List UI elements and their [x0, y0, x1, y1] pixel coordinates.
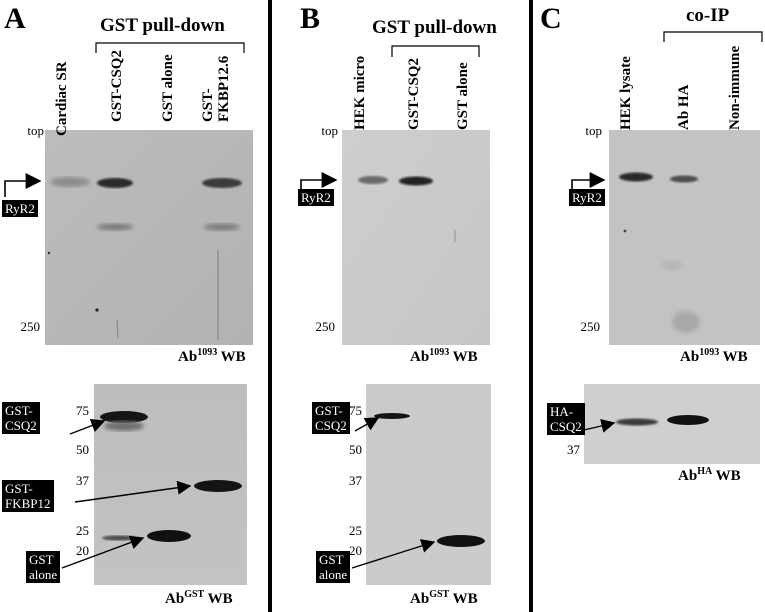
- panel-c-csq2-arrow: [583, 419, 616, 433]
- panel-a-fkbp12-arrow: [74, 480, 192, 503]
- panel-b-letter: B: [300, 2, 321, 35]
- panel-a-gst-csq2-tag: GST- CSQ2: [2, 402, 40, 434]
- panel-a-header: GST pull-down: [100, 15, 225, 36]
- panel-a-wb-bottom-suffix: WB: [204, 591, 233, 607]
- panel-a-lane-3: GST alone: [160, 54, 176, 122]
- panel-c-ha-csq2-tag-line-2: CSQ2: [550, 419, 582, 434]
- panel-a-marker-25: 25: [76, 523, 89, 538]
- panel-a-wb-bottom-sup: GST: [184, 589, 205, 600]
- panel-b-wb-bottom-sup: GST: [429, 589, 450, 600]
- panel-c-lane-3: Non-immune: [727, 45, 743, 130]
- panel-c-marker-top: top: [585, 123, 602, 138]
- panel-b-lane-1: HEK micro: [352, 55, 368, 130]
- panel-b-top-blot: [342, 130, 490, 345]
- panel-b-bracket: [391, 45, 480, 57]
- panel-c-wb-top-sup: 1093: [699, 347, 720, 358]
- panel-a-wb-top: Ab1093 WB: [178, 347, 246, 366]
- panel-b-wb-bottom: AbGST WB: [410, 589, 478, 608]
- panel-b-gst-alone-tag: GST alone: [316, 551, 351, 583]
- panel-b-marker-250: 250: [315, 319, 336, 334]
- panel-a-gst-fkbp12-tag-line-1: GST-: [5, 481, 33, 496]
- panel-c-top-blot: [609, 130, 760, 345]
- panel-b-wb-top: Ab1093 WB: [410, 347, 478, 366]
- panel-a-csq2-arrow: [69, 418, 106, 435]
- panel-a-marker-37: 37: [76, 473, 89, 488]
- panel-b-lane-3: GST alone: [455, 62, 471, 130]
- panel-c-ha-csq2-tag-line-1: HA-: [550, 404, 574, 419]
- panel-c-marker-250: 250: [580, 319, 601, 334]
- panel-b-gst-csq2-tag-line-1: GST-: [315, 403, 343, 418]
- panel-a-wb-top-sup: 1093: [197, 347, 218, 358]
- divider-a-b: [268, 0, 272, 612]
- panel-b-marker-50: 50: [349, 442, 362, 457]
- panel-a-marker-75: 75: [76, 403, 89, 418]
- panel-c-lane-1: HEK lysate: [618, 56, 634, 130]
- panel-c-header: co-IP: [686, 5, 730, 26]
- panel-b-bottom-blot: [366, 384, 491, 585]
- panel-b-gst-alone-tag-line-2: alone: [319, 567, 348, 582]
- panel-a-wb-top-suffix: WB: [217, 349, 246, 365]
- panel-a-lane-1: Cardiac SR: [54, 61, 70, 136]
- panel-c-bracket: [663, 31, 763, 42]
- panel-a-gst-alone-tag-line-2: alone: [29, 567, 58, 582]
- panel-c-wb-bottom: AbHA WB: [678, 466, 741, 485]
- panel-b-wb-top-prefix: Ab: [410, 349, 430, 365]
- panel-a-lane-4: GST- FKBP12.6: [200, 56, 232, 122]
- panel-b-marker-37: 37: [349, 473, 362, 488]
- panel-c-ryr2-tag: RyR2: [569, 189, 605, 206]
- panel-c-wb-bottom-prefix: Ab: [678, 468, 698, 484]
- panel-a-bracket: [95, 42, 245, 53]
- panel-a-letter: A: [4, 2, 26, 35]
- divider-b-c: [529, 0, 533, 612]
- panel-b-wb-top-sup: 1093: [429, 347, 450, 358]
- panel-a-bottom-blot: [94, 384, 247, 585]
- panel-a-marker-20: 20: [76, 543, 89, 558]
- panel-a-gst-alone-tag: GST alone: [26, 551, 61, 583]
- panel-a-wb-bottom-prefix: Ab: [165, 591, 185, 607]
- panel-b-marker-25: 25: [349, 523, 362, 538]
- panel-a-gst-csq2-tag-line-2: CSQ2: [5, 418, 37, 433]
- panel-c-ha-csq2-tag: HA- CSQ2: [547, 403, 585, 435]
- panel-b-gst-alone-arrow: [351, 539, 436, 569]
- panel-c-marker-37: 37: [567, 442, 580, 457]
- panel-c-wb-bottom-suffix: WB: [712, 468, 741, 484]
- panel-b-wb-bottom-prefix: Ab: [410, 591, 430, 607]
- panel-a-gst-fkbp12-tag: GST- FKBP12: [2, 480, 54, 512]
- panel-a-wb-bottom: AbGST WB: [165, 589, 233, 608]
- panel-b-header: GST pull-down: [372, 17, 497, 38]
- panel-b-gst-csq2-tag: GST- CSQ2: [312, 402, 350, 434]
- panel-a-ryr2-tag: RyR2: [2, 200, 38, 217]
- panel-a-wb-top-prefix: Ab: [178, 349, 198, 365]
- panel-c-wb-top: Ab1093 WB: [680, 347, 748, 366]
- panel-a-lane-2: GST-CSQ2: [109, 50, 125, 122]
- panel-b-csq2-arrow: [354, 417, 380, 432]
- panel-a-top-blot: [45, 130, 253, 345]
- panel-b-ryr2-tag: RyR2: [298, 189, 334, 206]
- panel-c-wb-bottom-sup: HA: [697, 466, 713, 477]
- panel-a-marker-50: 50: [76, 442, 89, 457]
- panel-c-lane-2: Ab HA: [676, 84, 692, 130]
- panel-b-wb-bottom-suffix: WB: [449, 591, 478, 607]
- panel-a-marker-top: top: [27, 123, 44, 138]
- panel-a-ryr2-arrow: [4, 173, 42, 197]
- panel-a-gst-alone-tag-line-1: GST: [29, 552, 54, 567]
- panel-a-gst-fkbp12-tag-line-2: FKBP12: [5, 496, 51, 511]
- panel-c-wb-top-suffix: WB: [719, 349, 748, 365]
- panel-b-wb-top-suffix: WB: [449, 349, 478, 365]
- panel-a-gst-csq2-tag-line-1: GST-: [5, 403, 33, 418]
- panel-b-gst-alone-tag-line-1: GST: [319, 552, 344, 567]
- panel-c-wb-top-prefix: Ab: [680, 349, 700, 365]
- panel-b-gst-csq2-tag-line-2: CSQ2: [315, 418, 347, 433]
- panel-b-marker-top: top: [321, 123, 338, 138]
- panel-b-marker-20: 20: [349, 543, 362, 558]
- panel-a-marker-250: 250: [20, 319, 41, 334]
- panel-b-lane-2: GST-CSQ2: [406, 58, 422, 130]
- panel-a-lane-4-line-2: FKBP12.6: [216, 55, 232, 122]
- panel-b-marker-75: 75: [349, 403, 362, 418]
- panel-a-gst-alone-arrow: [61, 535, 145, 569]
- panel-a-lane-4-line-1: GST-: [200, 88, 216, 122]
- panel-c-letter: C: [540, 2, 562, 35]
